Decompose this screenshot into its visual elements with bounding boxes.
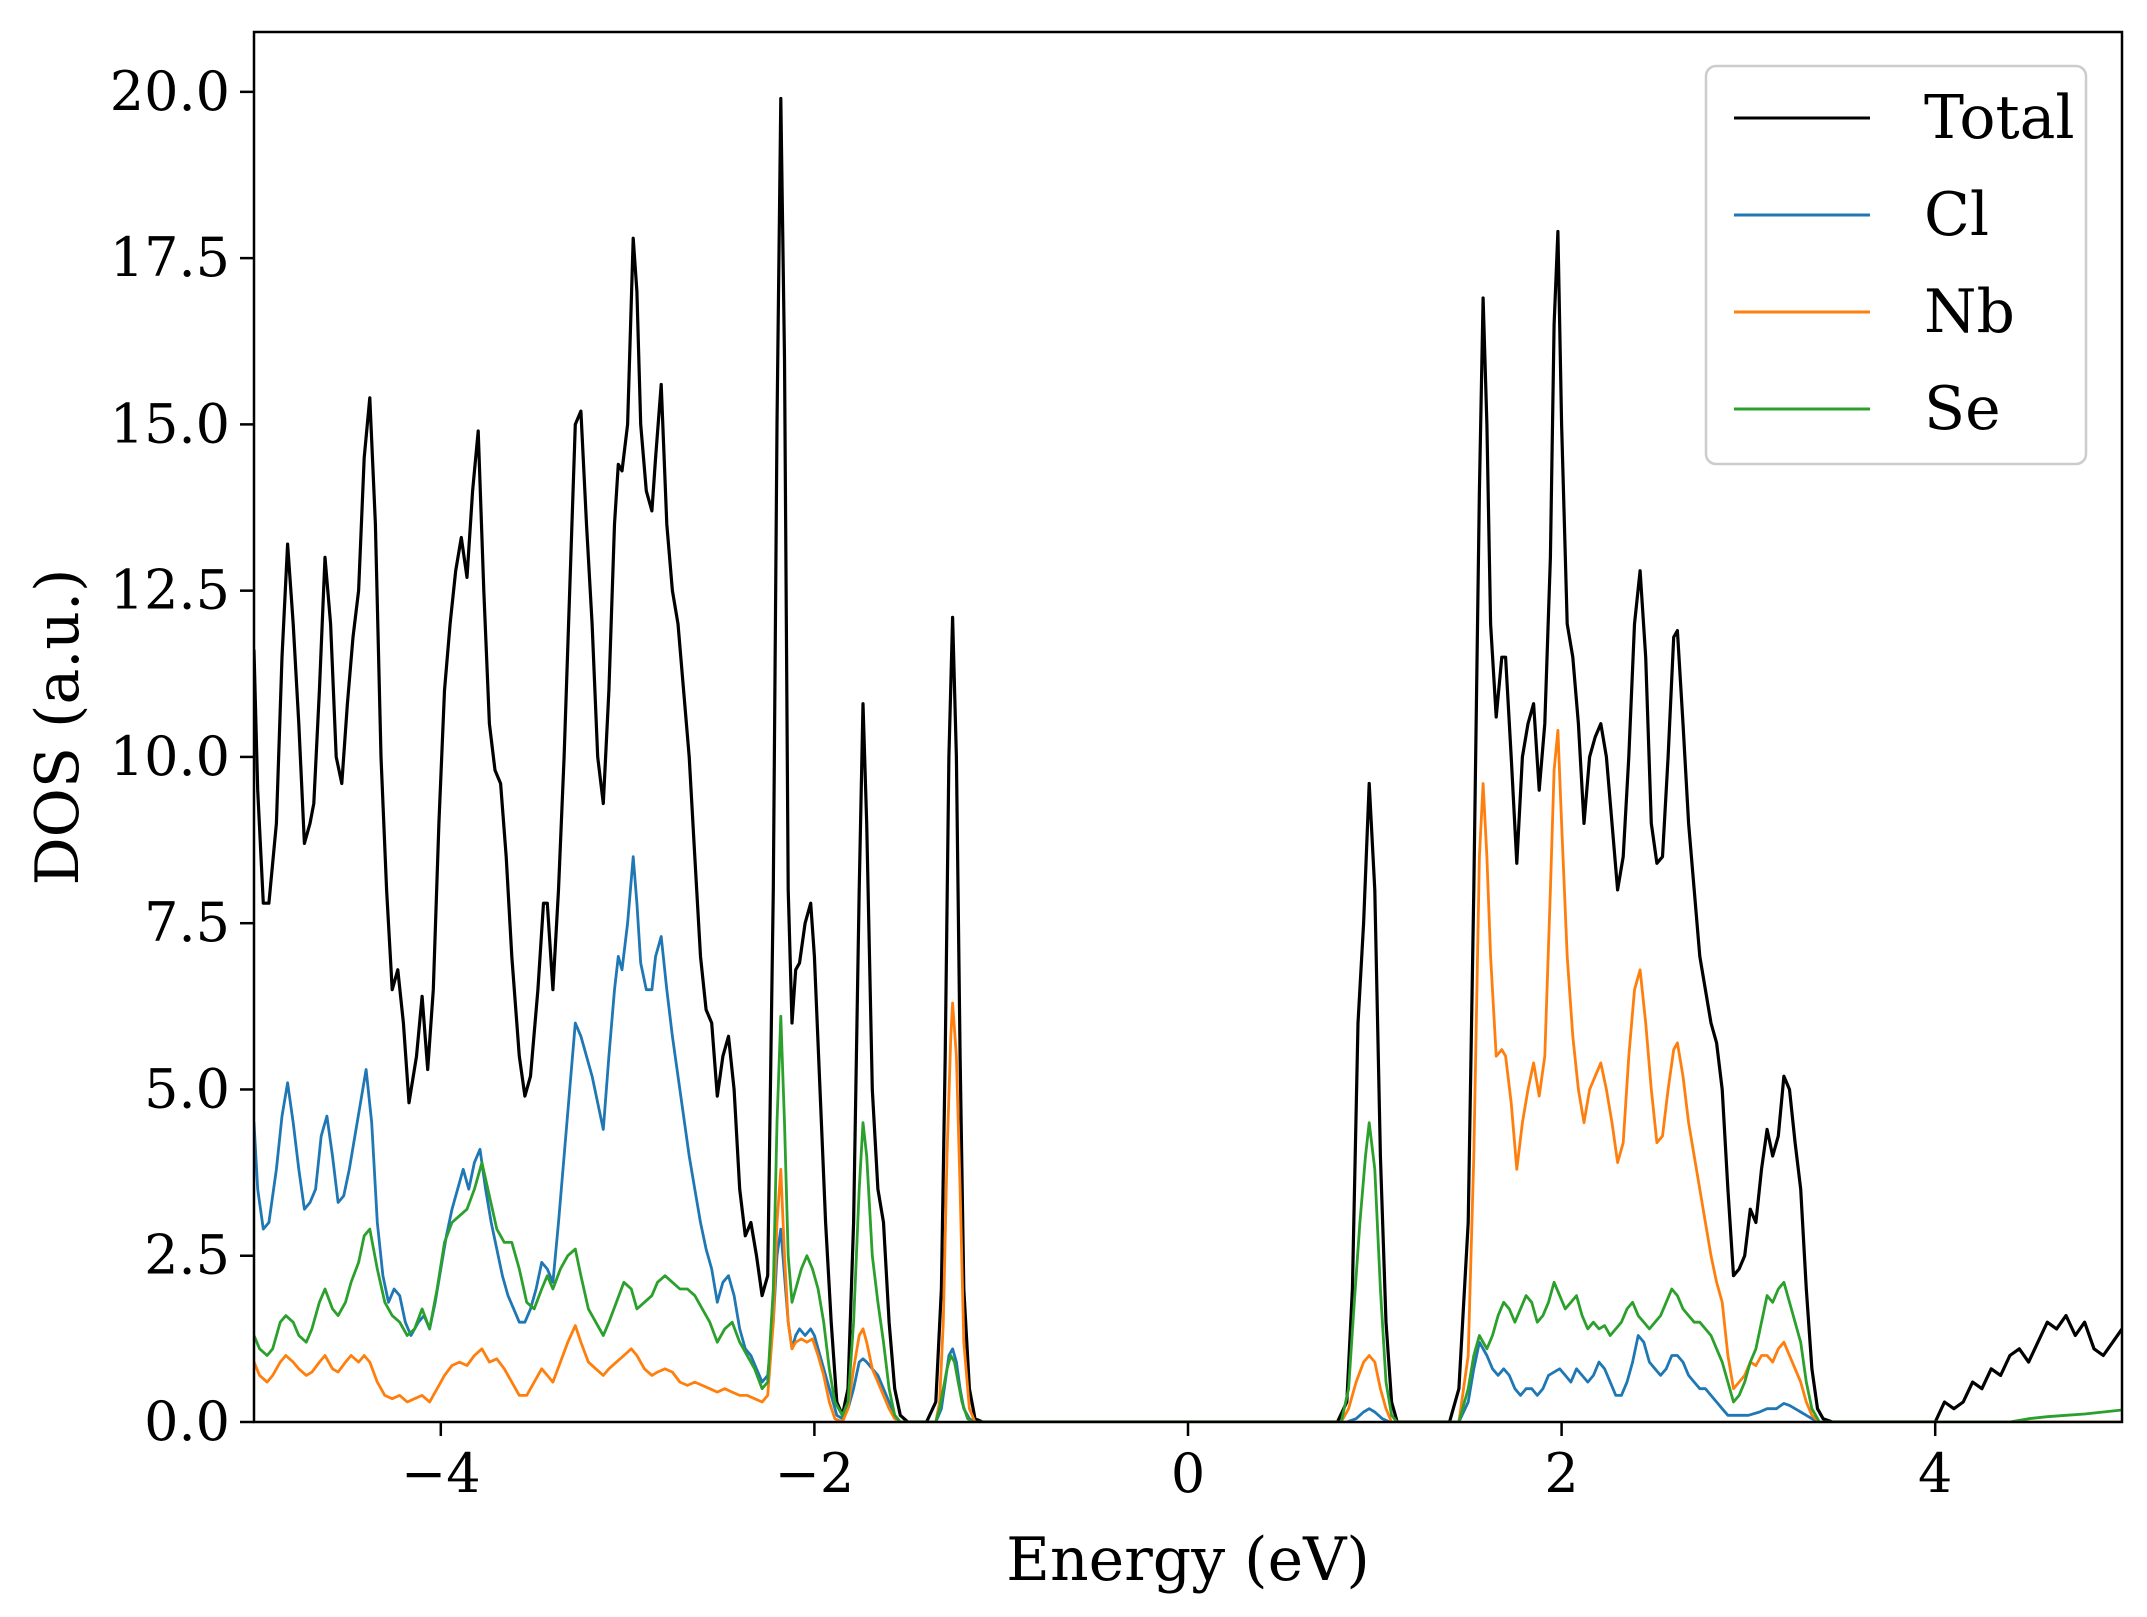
x-tick-label: −2 — [775, 1442, 855, 1505]
legend: Total Cl Nb Se — [1704, 64, 2088, 466]
series-line-total — [254, 96, 2122, 1422]
x-axis-label: Energy (eV) — [1006, 1525, 1370, 1595]
x-tick-label: −4 — [401, 1442, 481, 1505]
y-tick-label: 5.0 — [144, 1057, 230, 1120]
series-line-se — [254, 1014, 2122, 1422]
y-tick-label: 2.5 — [144, 1224, 230, 1287]
y-tick-label: 17.5 — [110, 226, 230, 289]
y-tick-label: 0.0 — [144, 1390, 230, 1453]
x-tick-label: 4 — [1918, 1442, 1952, 1505]
legend-label-total: Total — [1924, 83, 2075, 153]
legend-label-cl: Cl — [1924, 180, 1989, 250]
y-axis-label: DOS (a.u.) — [23, 569, 93, 886]
x-tick-label: 0 — [1171, 1442, 1205, 1505]
plot-area — [254, 96, 2122, 1422]
x-axis: −4 −2 0 2 4 — [401, 1422, 1952, 1505]
legend-box — [1704, 64, 2088, 466]
y-tick-label: 15.0 — [110, 392, 230, 455]
series-line-nb — [254, 728, 2122, 1422]
series-layer — [254, 96, 2122, 1422]
legend-label-nb: Nb — [1924, 277, 2015, 347]
y-axis: 0.0 2.5 5.0 7.5 10.0 12.5 15.0 17.5 20.0 — [110, 60, 254, 1453]
y-tick-label: 20.0 — [110, 60, 230, 123]
legend-label-se: Se — [1924, 374, 2001, 444]
y-tick-label: 7.5 — [144, 891, 230, 954]
x-tick-label: 2 — [1544, 1442, 1578, 1505]
y-tick-label: 10.0 — [110, 725, 230, 788]
y-tick-label: 12.5 — [110, 559, 230, 622]
